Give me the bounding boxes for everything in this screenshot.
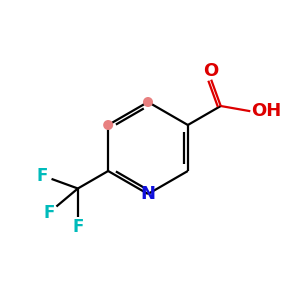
Text: F: F xyxy=(43,204,54,222)
Circle shape xyxy=(143,97,153,107)
Text: O: O xyxy=(203,62,219,80)
Circle shape xyxy=(103,120,113,130)
Text: F: F xyxy=(37,167,48,184)
Text: N: N xyxy=(140,185,155,203)
Text: OH: OH xyxy=(251,102,281,120)
Text: F: F xyxy=(72,218,83,236)
